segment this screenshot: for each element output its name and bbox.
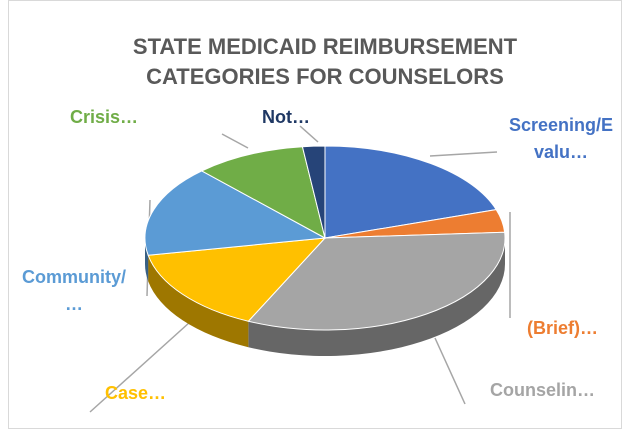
- data-label: Community/…: [21, 267, 126, 314]
- data-label: Not…: [262, 107, 310, 127]
- slice-side: [148, 255, 249, 348]
- pie-slice: [147, 237, 327, 322]
- pie-slice: [324, 145, 498, 239]
- leader-line: [89, 321, 191, 413]
- leader-line: [221, 133, 249, 149]
- leader-line: [434, 337, 466, 405]
- data-label: Counselin…: [490, 380, 596, 400]
- data-label: Crisis…: [70, 107, 139, 127]
- pie-tops: [144, 145, 506, 331]
- pie-slice: [200, 146, 326, 239]
- chart-title: STATE MEDICAID REIMBURSEMENT CATEGORIES …: [132, 34, 518, 89]
- chart-border: [8, 0, 622, 429]
- leader-line: [429, 151, 498, 157]
- data-label: Screening/Evalu…: [508, 115, 614, 162]
- slice-side: [248, 238, 505, 356]
- pie-slice: [301, 145, 326, 239]
- data-label: Case…: [105, 383, 167, 403]
- leader-line: [299, 125, 319, 143]
- pie-slice: [144, 170, 327, 256]
- leader-lines: [89, 125, 511, 413]
- pie-slice: [247, 231, 506, 331]
- data-label: (Brief)…: [527, 318, 598, 338]
